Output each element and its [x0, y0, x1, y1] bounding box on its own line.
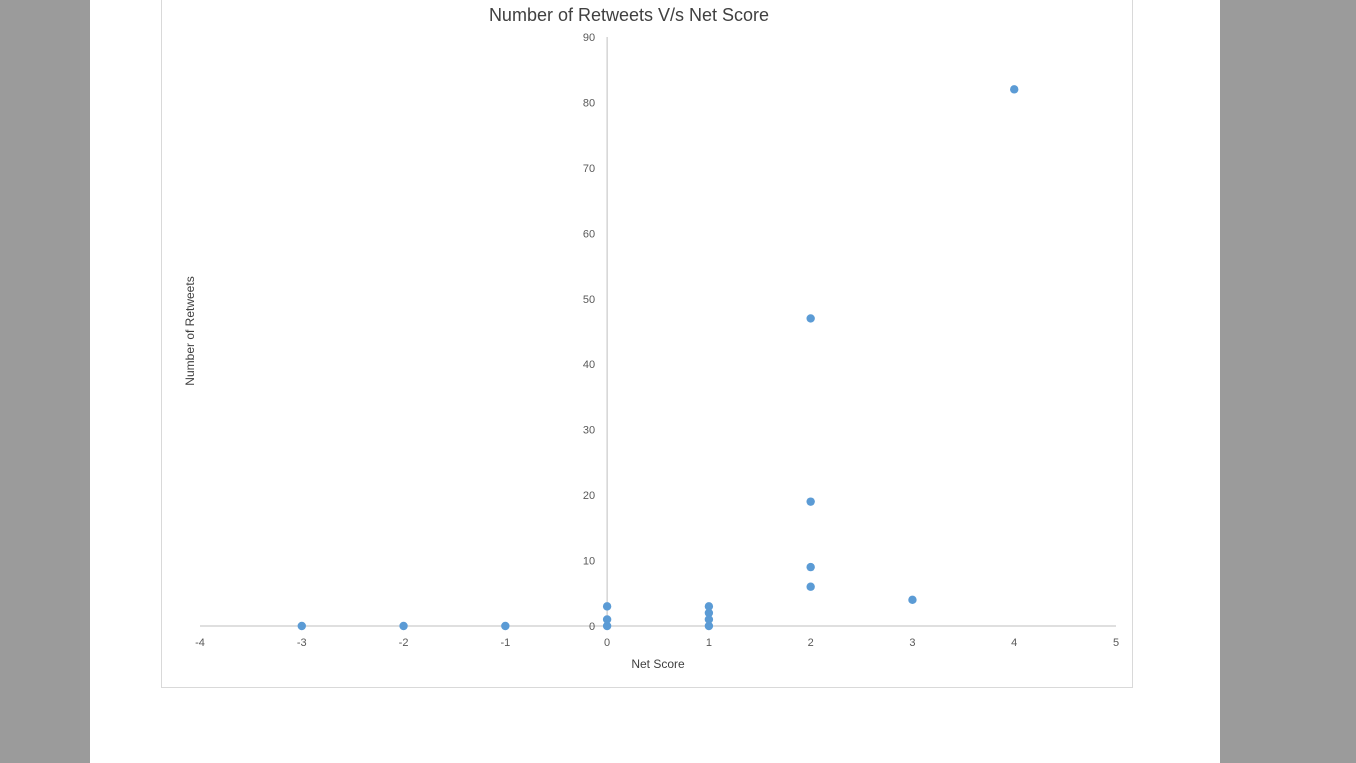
data-point[interactable]	[908, 595, 917, 605]
data-point[interactable]	[704, 602, 714, 611]
scatter-chart: Number of Retweets V/s Net Score Net Sco…	[183, 5, 1119, 671]
x-tick-label: -2	[399, 637, 409, 649]
y-tick-label: 50	[583, 294, 595, 306]
x-tick-label: 2	[808, 637, 814, 649]
document-page: Number of Retweets V/s Net Score Net Sco…	[90, 0, 1220, 763]
y-tick-label: 20	[583, 490, 595, 502]
y-tick-label: 40	[583, 359, 595, 371]
x-tick-label: 4	[1011, 637, 1017, 649]
data-point[interactable]	[704, 615, 714, 624]
x-tick-label: 1	[706, 637, 712, 649]
data-point[interactable]	[806, 314, 815, 323]
data-point[interactable]	[1010, 85, 1019, 94]
x-tick-label: -3	[297, 637, 307, 649]
chart-title: Number of Retweets V/s Net Score	[489, 5, 769, 25]
data-point[interactable]	[602, 615, 612, 624]
x-tick-label: -4	[195, 637, 205, 649]
data-point[interactable]	[501, 621, 510, 631]
x-tick-label: 5	[1113, 637, 1119, 649]
data-point[interactable]	[806, 582, 815, 591]
data-point[interactable]	[806, 562, 815, 572]
x-tick-label: 3	[909, 637, 915, 649]
y-tick-label: 30	[583, 425, 595, 437]
y-tick-label: 90	[583, 32, 595, 44]
y-tick-label: 70	[583, 163, 595, 175]
data-point[interactable]	[704, 621, 714, 631]
data-point[interactable]	[602, 602, 612, 611]
y-tick-label: 0	[589, 621, 595, 633]
x-axis-title: Net Score	[631, 657, 685, 671]
data-point[interactable]	[806, 497, 815, 506]
y-axis-title: Number of Retweets	[183, 276, 197, 385]
data-point[interactable]	[704, 608, 714, 618]
x-tick-label: 0	[604, 637, 610, 649]
data-point[interactable]	[399, 621, 408, 631]
x-tick-label: -1	[500, 637, 510, 649]
y-tick-label: 10	[583, 556, 595, 568]
data-point[interactable]	[602, 621, 612, 631]
data-points	[297, 85, 1019, 631]
y-tick-label: 80	[583, 97, 595, 109]
y-tick-label: 60	[583, 228, 595, 240]
axes	[200, 37, 1116, 627]
data-point[interactable]	[297, 621, 306, 631]
chart-area[interactable]: Number of Retweets V/s Net Score Net Sco…	[161, 0, 1133, 688]
